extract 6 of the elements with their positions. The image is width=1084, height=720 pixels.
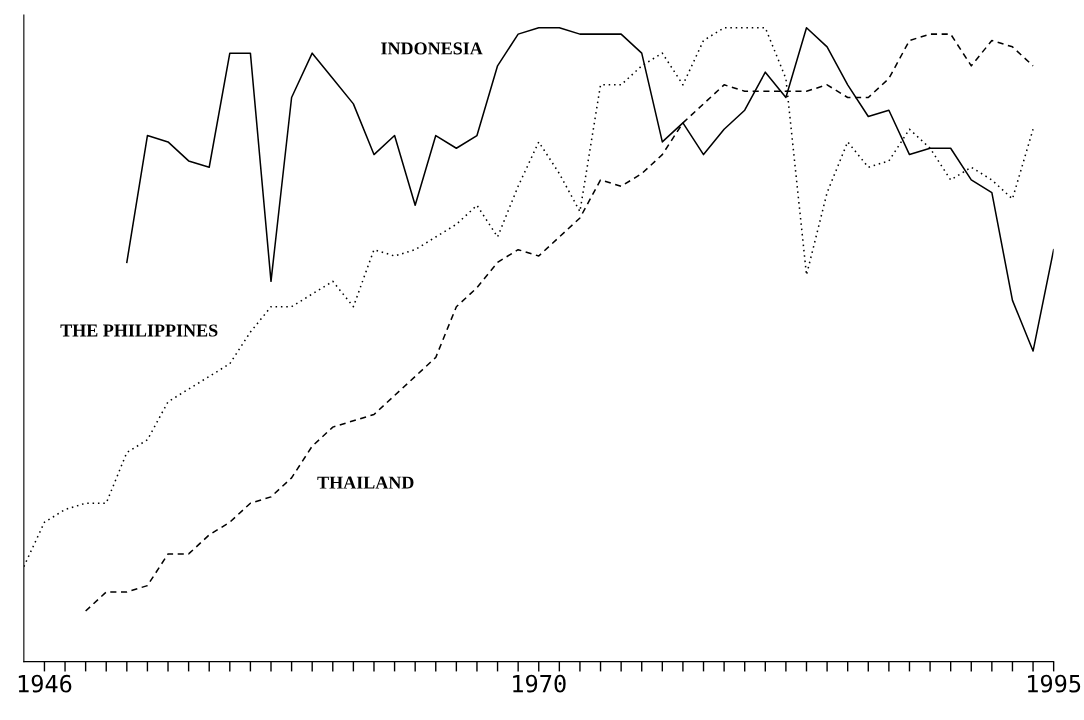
- x-tick-label: 1970: [513, 674, 566, 693]
- series-label: INDONESIA: [381, 42, 483, 55]
- series-label: THE PHILIPPINES: [60, 324, 218, 337]
- x-tick-label: 1946: [18, 674, 72, 693]
- x-tick-label: 1995: [1028, 674, 1081, 693]
- series-label: THAILAND: [317, 476, 414, 489]
